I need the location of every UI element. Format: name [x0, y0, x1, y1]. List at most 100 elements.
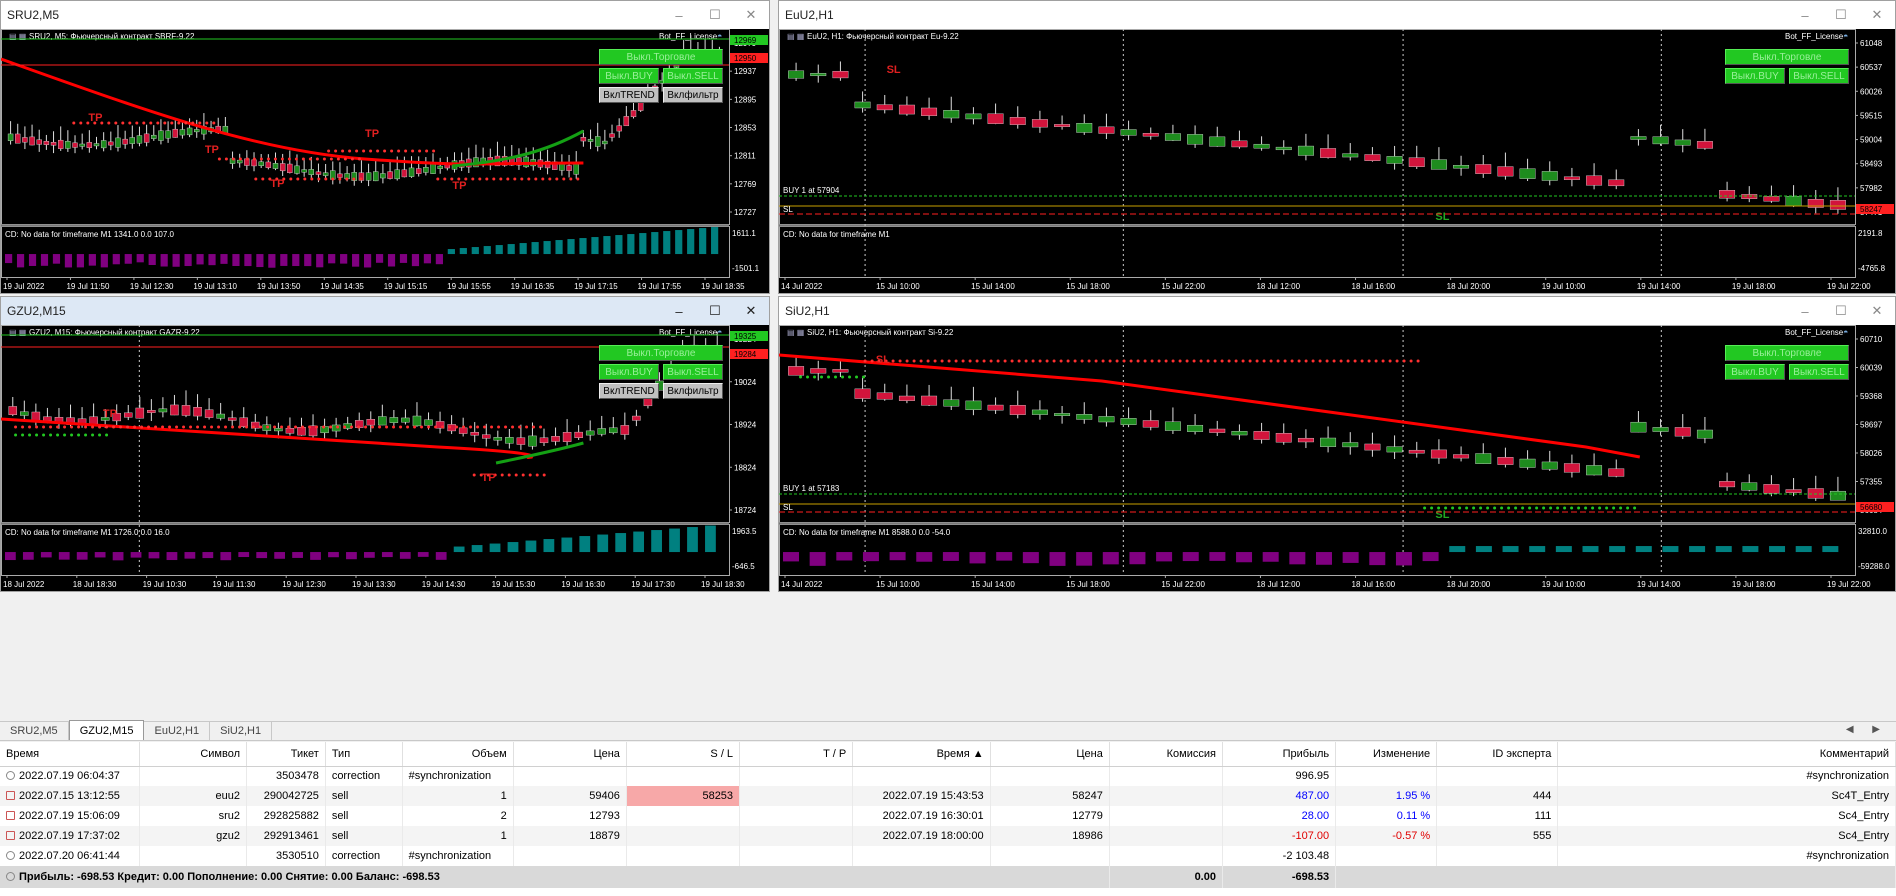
toggle-sell-button[interactable]: Выкл.SELL — [663, 68, 723, 84]
maximize-icon[interactable]: ☐ — [709, 303, 721, 318]
toggle-buy-button[interactable]: Выкл.BUY — [1725, 364, 1785, 380]
toggle-buy-button[interactable]: Выкл.BUY — [599, 68, 659, 84]
tab-scroll-arrows[interactable]: ◀ ▶ — [1845, 724, 1888, 735]
toggle-trade-button[interactable]: Выкл.Торговле — [1725, 345, 1849, 361]
level-dot — [450, 177, 454, 181]
candle-bull — [1519, 458, 1536, 468]
candle-bear — [29, 136, 35, 146]
level-dot — [1213, 359, 1217, 363]
tab-sru2[interactable]: SRU2,M5 — [0, 722, 69, 740]
level-dot — [1122, 359, 1126, 363]
candle-bear — [1054, 124, 1071, 127]
table-row[interactable]: 2022.07.19 15:06:09 sru2 292825882 sell 2 127… — [0, 806, 1896, 826]
table-cell-symbol: euu2 — [139, 786, 248, 806]
level-dot — [434, 425, 438, 429]
chart-area[interactable]: ▤ ▦ SRU2, M5: Фьючерсный контракт SBRF-9.… — [1, 29, 769, 293]
minimize-icon[interactable]: – — [675, 303, 683, 319]
table-cell-ticket: 3530510 — [246, 846, 326, 866]
candle-bull — [129, 137, 136, 144]
minimize-icon[interactable]: – — [1801, 303, 1809, 319]
window-titlebar[interactable]: SiU2,H1 – ☐ ✕ — [779, 297, 1895, 325]
candle-bear — [50, 142, 57, 146]
close-icon[interactable]: ✕ — [745, 7, 757, 22]
column-header[interactable]: Цена — [990, 742, 1110, 767]
candle-bear — [227, 417, 237, 421]
maximize-icon[interactable]: ☐ — [1835, 303, 1847, 318]
close-icon[interactable]: ✕ — [1871, 7, 1883, 22]
chart-window-euu2[interactable]: EuU2,H1 – ☐ ✕ ▤ ▦ EuU2, H1: Фьючерсный контра… — [778, 0, 1896, 294]
tab-euu2[interactable]: EuU2,H1 — [144, 722, 211, 740]
close-icon[interactable]: ✕ — [1871, 303, 1883, 318]
table-cell-price — [513, 846, 627, 866]
toggle-trade-button[interactable]: Выкл.Торговле — [599, 345, 723, 361]
column-header[interactable]: Изменение — [1335, 742, 1438, 767]
chart-window-siu2[interactable]: SiU2,H1 – ☐ ✕ ▤ ▦ SiU2, H1: Фьючерсный контра… — [778, 296, 1896, 592]
chart-area[interactable]: ▤ ▦ EuU2, H1: Фьючерсный контракт Eu-9.22… — [779, 29, 1895, 293]
toggle-sell-button[interactable]: Выкл.SELL — [1789, 68, 1849, 84]
column-header[interactable]: S / L — [626, 742, 741, 767]
time-tick-label: 19 Jul 13:10 — [193, 282, 237, 291]
tab-siu2[interactable]: SiU2,H1 — [210, 722, 273, 740]
table-row[interactable]: 2022.07.15 13:12:55 euu2 290042725 sell 1 594… — [0, 786, 1896, 806]
toggle-trade-button[interactable]: Выкл.Торговле — [599, 49, 723, 65]
column-header[interactable]: Комментарий — [1557, 742, 1896, 767]
level-dot — [273, 425, 277, 429]
column-header[interactable]: Тикет — [246, 742, 326, 767]
column-header[interactable]: Объем — [402, 742, 514, 767]
chart-window-sru2[interactable]: SRU2,M5 – ☐ ✕ ▤ ▦ SRU2, M5: Фьючерсный контра… — [0, 0, 770, 294]
maximize-icon[interactable]: ☐ — [709, 7, 721, 22]
minimize-icon[interactable]: – — [1801, 7, 1809, 23]
time-tick-label: 15 Jul 22:00 — [1161, 282, 1205, 291]
histogram-bar — [238, 552, 250, 558]
indicator-tick-label: 2191.8 — [1858, 229, 1883, 238]
column-header[interactable]: Время ▲ — [852, 742, 991, 767]
column-header[interactable]: Прибыль — [1222, 742, 1337, 767]
chart-window-gzu2[interactable]: GZU2,M15 – ☐ ✕ ▤ ▦ GZU2, M15: Фьючерсный конт… — [0, 296, 770, 592]
table-row[interactable]: 2022.07.19 06:04:37 3503478 correction #syn… — [0, 766, 1896, 786]
trend-filter-button[interactable]: ВклTREND — [599, 87, 659, 103]
trade-annotation: TP — [481, 472, 495, 484]
candle-bear — [810, 368, 827, 374]
candle-bear — [22, 137, 28, 143]
filter-button[interactable]: Вклфильтр — [663, 383, 723, 399]
window-titlebar[interactable]: GZU2,M15 – ☐ ✕ — [1, 297, 769, 325]
toggle-sell-button[interactable]: Выкл.SELL — [663, 364, 723, 380]
column-header[interactable]: Цена — [513, 742, 627, 767]
close-icon[interactable]: ✕ — [745, 303, 757, 318]
column-header[interactable]: Время — [0, 742, 140, 767]
window-titlebar[interactable]: SRU2,M5 – ☐ ✕ — [1, 1, 769, 29]
window-titlebar[interactable]: EuU2,H1 – ☐ ✕ — [779, 1, 1895, 29]
candle-bull — [810, 73, 827, 77]
chart-area[interactable]: ▤ ▦ SiU2, H1: Фьючерсный контракт Si-9.22… — [779, 325, 1895, 591]
column-header[interactable]: Тип — [325, 742, 403, 767]
pane-separator — [1, 224, 729, 227]
level-dot — [142, 121, 146, 125]
candle-bear — [193, 407, 202, 417]
histogram-bar — [1129, 552, 1146, 565]
column-header[interactable]: ID эксперта — [1436, 742, 1559, 767]
chart-area[interactable]: ▤ ▦ GZU2, M15: Фьючерсный контракт GAZR-9… — [1, 325, 769, 591]
level-dot — [1066, 359, 1070, 363]
histogram-bar — [969, 552, 986, 564]
level-dot — [1045, 359, 1049, 363]
level-dot — [534, 177, 538, 181]
maximize-icon[interactable]: ☐ — [1835, 7, 1847, 22]
minimize-icon[interactable]: – — [675, 7, 683, 23]
sl-order-label: SL — [783, 503, 793, 512]
toggle-trade-button[interactable]: Выкл.Торговле — [1725, 49, 1849, 65]
column-header[interactable]: T / P — [739, 742, 854, 767]
candle-bear — [1142, 420, 1159, 428]
filter-button[interactable]: Вклфильтр — [663, 87, 723, 103]
column-header[interactable]: Комиссия — [1109, 742, 1223, 767]
tab-gzu2[interactable]: GZU2,M15 — [68, 720, 145, 740]
toggle-buy-button[interactable]: Выкл.BUY — [1725, 68, 1785, 84]
level-dot — [63, 425, 67, 429]
table-row[interactable]: 2022.07.19 17:37:02 gzu2 292913461 sell 1 188… — [0, 826, 1896, 846]
toggle-buy-button[interactable]: Выкл.BUY — [599, 364, 659, 380]
indicator-histogram — [5, 227, 719, 268]
toggle-sell-button[interactable]: Выкл.SELL — [1789, 364, 1849, 380]
table-row[interactable]: 2022.07.20 06:41:44 3530510 correction #syn… — [0, 846, 1896, 866]
trend-filter-button[interactable]: ВклTREND — [599, 383, 659, 399]
level-dot — [303, 177, 307, 181]
column-header[interactable]: Символ — [139, 742, 248, 767]
